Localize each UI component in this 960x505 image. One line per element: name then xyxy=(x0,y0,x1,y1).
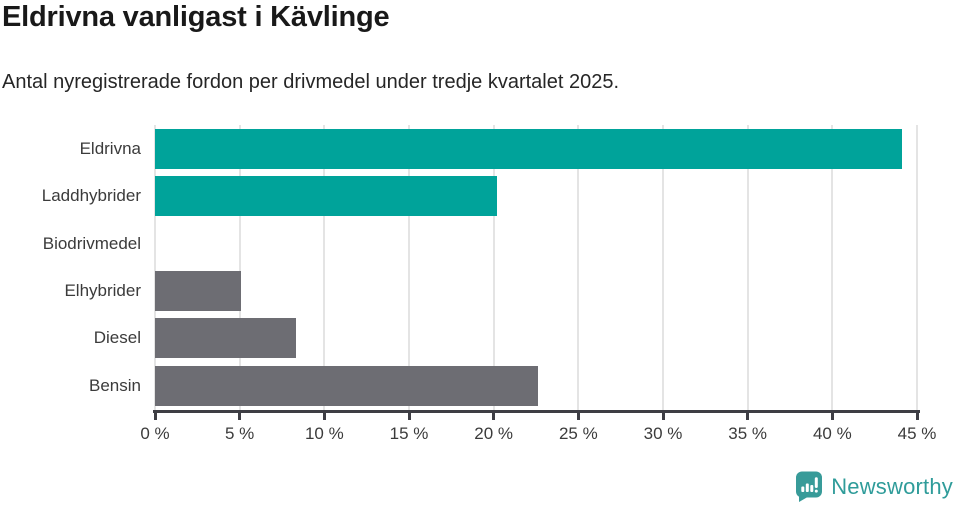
bar xyxy=(155,318,296,359)
x-axis-line xyxy=(153,410,920,413)
x-axis-tick xyxy=(407,413,411,420)
gridline xyxy=(492,125,495,411)
x-axis-tick-label: 20 % xyxy=(474,424,514,443)
newsworthy-logo-text: Newsworthy xyxy=(831,473,953,499)
gridline xyxy=(746,125,749,411)
gridline xyxy=(408,125,410,411)
category-label: Elhybrider xyxy=(64,280,141,300)
x-axis-tick-label: 40 % xyxy=(812,424,852,443)
x-axis-tick xyxy=(830,413,834,420)
bar xyxy=(155,365,538,406)
gridline xyxy=(831,125,834,411)
x-axis-tick-label: 10 % xyxy=(304,424,344,443)
chart-title: Eldrivna vanligast i Kävlinge xyxy=(2,1,390,33)
category-label: Eldrivna xyxy=(79,139,141,158)
x-axis-tick xyxy=(153,413,157,420)
x-axis-tick xyxy=(746,413,750,420)
category-label: Laddhybrider xyxy=(41,186,141,206)
gridline xyxy=(154,125,156,411)
x-axis-tick xyxy=(661,413,665,420)
x-axis-tick-label: 45 % xyxy=(897,424,937,443)
x-axis-tick-label: 25 % xyxy=(558,424,598,443)
gridline xyxy=(323,125,326,411)
bar xyxy=(155,129,902,169)
x-axis-tick-label: 5 % xyxy=(225,424,255,443)
gridline xyxy=(662,125,664,411)
category-label: Diesel xyxy=(93,328,141,348)
x-axis-tick xyxy=(238,413,242,420)
gridline xyxy=(238,125,241,411)
chart-subtitle: Antal nyregistrerade fordon per drivmede… xyxy=(2,71,620,93)
gridline xyxy=(577,125,580,411)
bar xyxy=(155,270,242,311)
x-axis-tick xyxy=(915,413,919,420)
newsworthy-logo: Newsworthy xyxy=(795,471,953,502)
category-label: Biodrivmedel xyxy=(42,233,141,253)
newsworthy-logo-icon xyxy=(796,471,823,502)
x-axis-tick-label: 30 % xyxy=(643,424,683,443)
x-axis-tick-label: 0 % xyxy=(140,424,170,443)
x-axis-tick-label: 35 % xyxy=(728,424,768,443)
gridline xyxy=(916,125,918,411)
category-label: Bensin xyxy=(89,375,141,395)
x-axis-tick xyxy=(492,413,496,420)
x-axis-tick xyxy=(322,413,326,420)
x-axis-tick xyxy=(576,413,580,420)
x-axis-tick-label: 15 % xyxy=(389,424,429,443)
bar xyxy=(155,176,498,217)
